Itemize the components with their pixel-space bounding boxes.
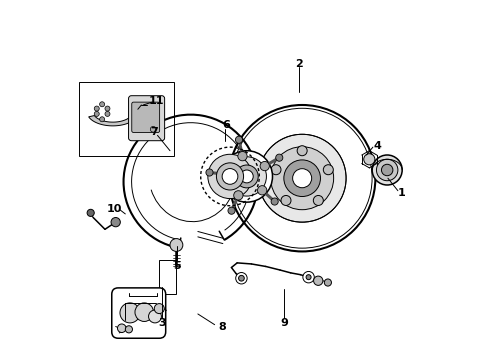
Circle shape <box>94 111 99 116</box>
Circle shape <box>303 271 314 283</box>
Circle shape <box>323 165 333 175</box>
Circle shape <box>364 154 375 165</box>
Circle shape <box>105 111 110 116</box>
Circle shape <box>306 275 311 280</box>
Circle shape <box>150 126 156 132</box>
FancyBboxPatch shape <box>132 102 160 132</box>
Circle shape <box>260 161 270 171</box>
Text: 9: 9 <box>280 318 288 328</box>
Circle shape <box>241 170 253 183</box>
Circle shape <box>221 170 231 179</box>
Text: 3: 3 <box>158 318 166 328</box>
Text: 5: 5 <box>173 261 181 271</box>
Circle shape <box>236 273 247 284</box>
Bar <box>159 260 176 294</box>
FancyBboxPatch shape <box>128 96 165 141</box>
Circle shape <box>381 164 393 176</box>
Text: 10: 10 <box>107 203 122 213</box>
Circle shape <box>135 303 153 321</box>
Text: 4: 4 <box>373 141 381 151</box>
Circle shape <box>206 169 213 176</box>
Text: 11: 11 <box>148 96 164 107</box>
Circle shape <box>154 303 164 314</box>
Circle shape <box>239 275 245 281</box>
Circle shape <box>324 279 331 286</box>
Text: 1: 1 <box>397 188 405 198</box>
Circle shape <box>297 146 307 156</box>
Circle shape <box>276 154 283 161</box>
Circle shape <box>208 154 252 199</box>
Circle shape <box>228 207 235 214</box>
Circle shape <box>120 303 140 323</box>
Circle shape <box>238 152 247 161</box>
Circle shape <box>293 169 312 188</box>
Circle shape <box>372 155 402 185</box>
Circle shape <box>125 326 132 333</box>
Circle shape <box>118 324 126 333</box>
Circle shape <box>222 168 238 184</box>
Circle shape <box>284 160 320 197</box>
Circle shape <box>258 186 267 195</box>
Text: 8: 8 <box>218 322 226 332</box>
Circle shape <box>170 239 183 251</box>
Circle shape <box>271 165 281 175</box>
Circle shape <box>227 157 267 196</box>
Circle shape <box>234 191 243 200</box>
Circle shape <box>229 105 375 251</box>
Circle shape <box>235 136 243 143</box>
Circle shape <box>111 217 121 227</box>
Circle shape <box>281 195 291 206</box>
Circle shape <box>258 134 346 222</box>
Circle shape <box>99 102 104 107</box>
Text: 6: 6 <box>222 120 230 130</box>
Circle shape <box>94 106 99 111</box>
Circle shape <box>271 198 278 205</box>
Circle shape <box>217 163 244 190</box>
FancyBboxPatch shape <box>112 288 166 338</box>
Circle shape <box>235 165 258 188</box>
Circle shape <box>314 276 323 285</box>
Circle shape <box>313 195 323 206</box>
Circle shape <box>376 159 398 181</box>
Bar <box>79 82 173 156</box>
Circle shape <box>221 151 272 202</box>
Circle shape <box>87 209 94 216</box>
Polygon shape <box>89 116 137 126</box>
Circle shape <box>270 147 334 210</box>
Text: 2: 2 <box>294 59 302 69</box>
Circle shape <box>99 117 104 122</box>
Circle shape <box>148 310 161 323</box>
Circle shape <box>105 106 110 111</box>
Text: 7: 7 <box>150 127 158 137</box>
